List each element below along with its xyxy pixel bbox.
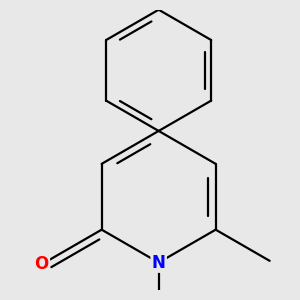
Text: O: O: [34, 255, 49, 273]
Text: N: N: [152, 254, 166, 272]
